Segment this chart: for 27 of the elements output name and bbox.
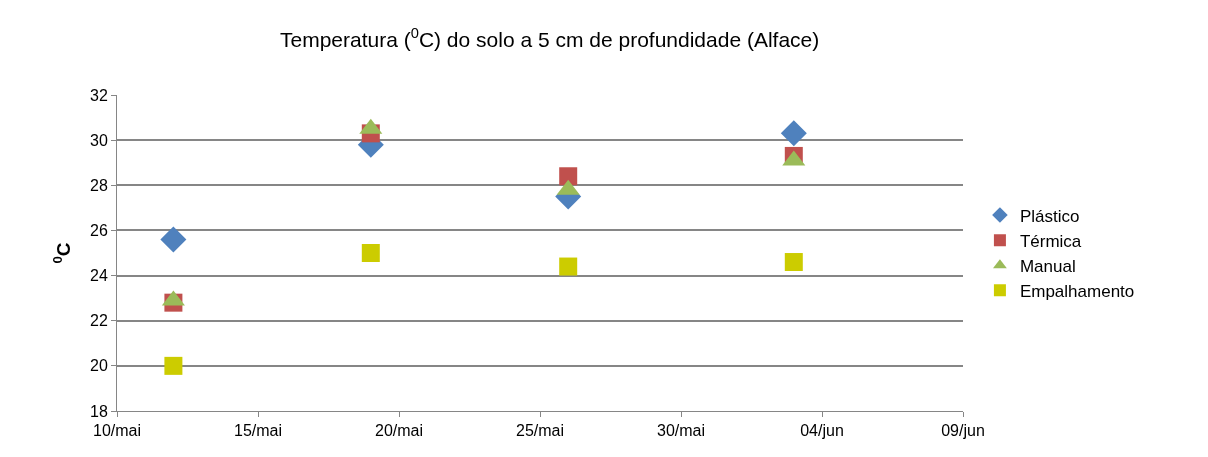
x-tick-label: 09/jun (941, 422, 985, 440)
legend-label: Térmica (1019, 231, 1082, 251)
x-tick-label: 10/mai (92, 422, 142, 440)
x-tick-label: 04/jun (800, 422, 844, 440)
point (780, 120, 807, 147)
point (160, 226, 187, 253)
y-tick-label: 28 (90, 176, 108, 194)
y-tick-label: 32 (90, 86, 108, 104)
legend-label: Plástico (1019, 206, 1080, 226)
x-tick-label: 30/mai (656, 422, 706, 440)
y-tick-label: 26 (90, 222, 108, 240)
x-tick-label: 20/mai (374, 422, 424, 440)
y-tick-label: 30 (90, 131, 108, 149)
y-tick-label: 24 (90, 267, 108, 285)
chart-title: Temperatura ($^{0}$C) do solo a 5 cm de profundidade (Alface) (280, 24, 820, 51)
y-tick-label: 20 (90, 357, 108, 375)
x-tick-label: 15/mai (233, 422, 283, 440)
y-tick-label: 18 (90, 402, 108, 420)
point (361, 244, 380, 262)
point (164, 356, 183, 375)
x-tick-label: 25/mai (515, 422, 565, 440)
point (784, 253, 803, 272)
point (559, 257, 578, 276)
y-tick-label: 22 (90, 312, 108, 330)
legend-label: Empalhamento (1019, 281, 1135, 301)
point (559, 167, 578, 186)
legend-label: Manual (1019, 256, 1076, 276)
